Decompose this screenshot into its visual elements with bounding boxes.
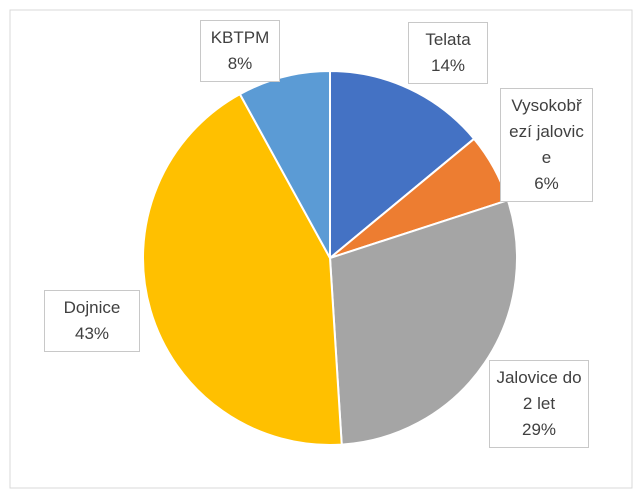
label-percent: 14% <box>430 56 466 75</box>
label-percent: 8% <box>227 54 253 73</box>
data-label: KBTPM 8% <box>200 20 280 82</box>
data-label: Dojnice 43% <box>44 290 140 352</box>
label-category: Telata <box>425 30 471 49</box>
pie-slice <box>328 198 518 446</box>
pie-slice <box>238 69 331 259</box>
label-category: Dojnice <box>63 298 121 317</box>
data-label: Jalovice do 2 let 29% <box>489 360 589 448</box>
label-percent: 6% <box>534 174 559 193</box>
data-label: Vysokobřezí jalovice 6% <box>500 88 593 202</box>
label-percent: 43% <box>74 324 110 343</box>
label-category: Jalovice do 2 let <box>496 368 582 413</box>
pie-slice <box>142 92 343 446</box>
label-category: Vysokobřezí jalovice <box>509 96 584 167</box>
label-category: KBTPM <box>210 28 270 47</box>
data-label: Telata 14% <box>408 22 488 84</box>
pie-slice <box>329 69 476 261</box>
label-percent: 29% <box>521 420 557 439</box>
